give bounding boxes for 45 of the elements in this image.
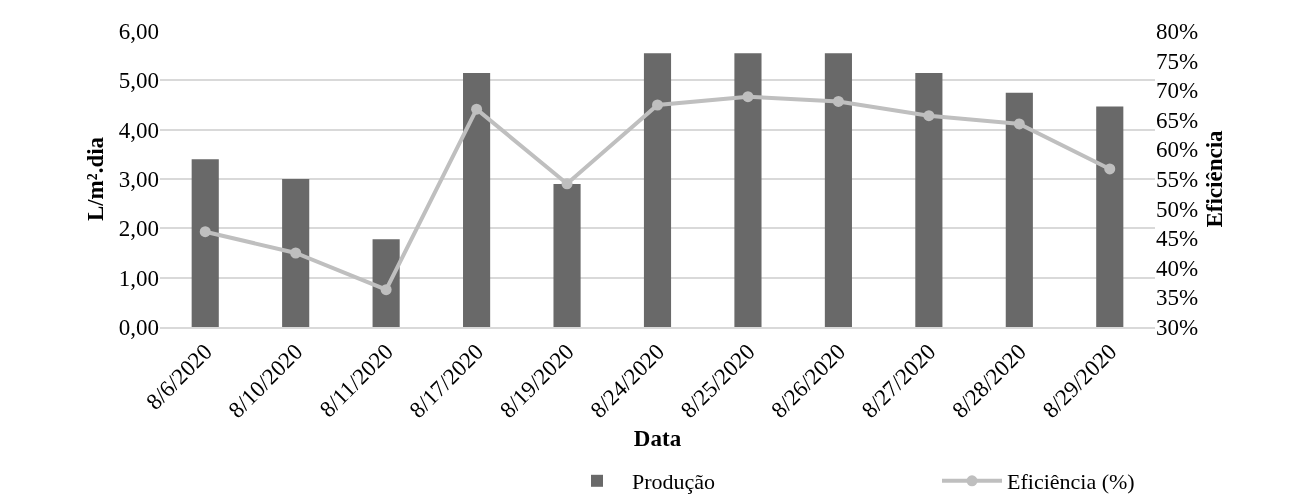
bar	[734, 53, 762, 327]
y2-tick-label: 75%	[1156, 48, 1199, 74]
y2-tick-label: 80%	[1156, 19, 1199, 45]
y2-tick-label: 50%	[1156, 196, 1199, 222]
y2-tick-label: 55%	[1156, 167, 1199, 193]
y2-tick-label: 70%	[1156, 78, 1199, 104]
y2-axis-title: Eficiência	[1201, 129, 1227, 228]
point	[561, 178, 573, 190]
bar	[1005, 92, 1033, 327]
legend-label: Produção	[632, 469, 716, 495]
bar	[915, 72, 943, 327]
point	[1104, 163, 1116, 175]
point	[380, 284, 392, 296]
y-tick-label: 1,00	[118, 265, 159, 291]
y-tick-label: 0,00	[118, 315, 159, 341]
bar	[372, 239, 400, 327]
bar	[282, 179, 310, 327]
point	[1013, 118, 1025, 130]
point	[652, 99, 663, 111]
bar	[553, 183, 581, 327]
bar	[191, 159, 219, 327]
bar	[1096, 106, 1124, 327]
point	[923, 110, 935, 122]
y-axis-title: L/m².dia	[83, 136, 109, 222]
y-tick-label: 5,00	[118, 68, 159, 94]
y-tick-label: 6,00	[118, 19, 159, 45]
y2-tick-label: 35%	[1156, 285, 1199, 311]
bar	[824, 53, 852, 327]
x-axis-title: Data	[633, 425, 682, 451]
y2-tick-label: 30%	[1156, 315, 1199, 341]
y-tick-label: 2,00	[118, 216, 159, 242]
y2-tick-label: 65%	[1156, 107, 1199, 133]
point	[832, 95, 844, 107]
point	[471, 103, 483, 115]
y-tick-label: 4,00	[118, 117, 159, 143]
y2-tick-label: 60%	[1156, 137, 1199, 163]
bar	[463, 72, 491, 327]
point	[742, 91, 754, 103]
legend-label: Eficiência (%)	[1007, 469, 1135, 495]
y-tick-label: 3,00	[118, 167, 159, 193]
bar	[643, 53, 672, 327]
point	[290, 247, 302, 259]
y2-tick-label: 45%	[1156, 226, 1199, 252]
y2-tick-label: 40%	[1156, 255, 1199, 281]
point	[199, 226, 211, 238]
